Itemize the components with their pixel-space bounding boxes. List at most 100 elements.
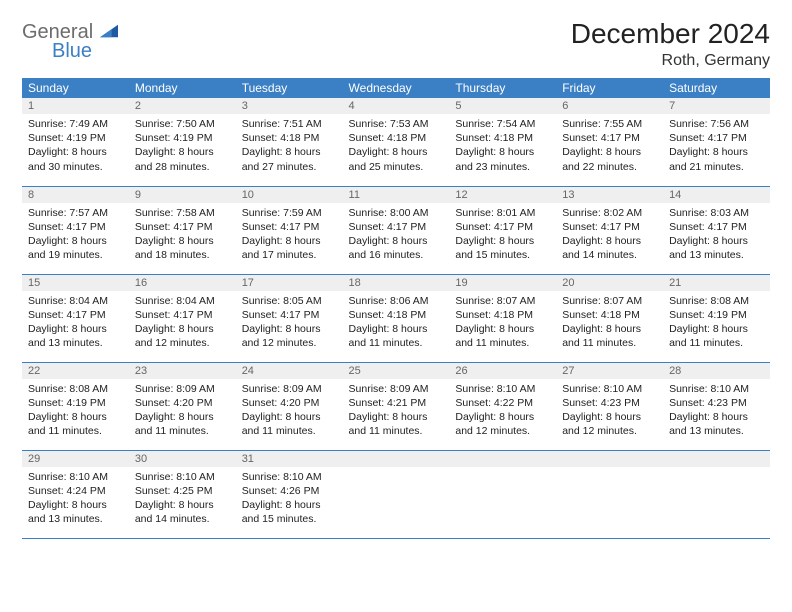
sunset-line: Sunset: 4:22 PM xyxy=(455,396,550,410)
sunrise-line: Sunrise: 8:02 AM xyxy=(562,206,657,220)
day-number: 28 xyxy=(663,363,770,379)
triangle-icon xyxy=(100,24,118,38)
calendar-cell: 22Sunrise: 8:08 AMSunset: 4:19 PMDayligh… xyxy=(22,362,129,450)
calendar-cell: 1Sunrise: 7:49 AMSunset: 4:19 PMDaylight… xyxy=(22,98,129,186)
sunrise-line: Sunrise: 8:07 AM xyxy=(455,294,550,308)
daylight-line: Daylight: 8 hours and 30 minutes. xyxy=(28,145,123,173)
daylight-line: Daylight: 8 hours and 11 minutes. xyxy=(669,322,764,350)
sunrise-line: Sunrise: 8:04 AM xyxy=(28,294,123,308)
sunset-line: Sunset: 4:19 PM xyxy=(135,131,230,145)
sunset-line: Sunset: 4:17 PM xyxy=(669,131,764,145)
calendar-page: General Blue December 2024 Roth, Germany… xyxy=(0,0,792,557)
day-body: Sunrise: 7:50 AMSunset: 4:19 PMDaylight:… xyxy=(129,114,236,178)
sunrise-line: Sunrise: 8:09 AM xyxy=(135,382,230,396)
sunrise-line: Sunrise: 7:54 AM xyxy=(455,117,550,131)
daylight-line: Daylight: 8 hours and 19 minutes. xyxy=(28,234,123,262)
calendar-cell: 6Sunrise: 7:55 AMSunset: 4:17 PMDaylight… xyxy=(556,98,663,186)
calendar-cell xyxy=(343,450,450,538)
calendar-cell: 31Sunrise: 8:10 AMSunset: 4:26 PMDayligh… xyxy=(236,450,343,538)
sunset-line: Sunset: 4:26 PM xyxy=(242,484,337,498)
calendar-cell: 28Sunrise: 8:10 AMSunset: 4:23 PMDayligh… xyxy=(663,362,770,450)
day-body: Sunrise: 8:09 AMSunset: 4:20 PMDaylight:… xyxy=(236,379,343,443)
daylight-line: Daylight: 8 hours and 11 minutes. xyxy=(349,322,444,350)
calendar-week: 1Sunrise: 7:49 AMSunset: 4:19 PMDaylight… xyxy=(22,98,770,186)
sunrise-line: Sunrise: 8:01 AM xyxy=(455,206,550,220)
sunset-line: Sunset: 4:17 PM xyxy=(669,220,764,234)
day-body: Sunrise: 8:03 AMSunset: 4:17 PMDaylight:… xyxy=(663,203,770,267)
sunrise-line: Sunrise: 8:09 AM xyxy=(349,382,444,396)
sunset-line: Sunset: 4:25 PM xyxy=(135,484,230,498)
calendar-cell: 18Sunrise: 8:06 AMSunset: 4:18 PMDayligh… xyxy=(343,274,450,362)
sunset-line: Sunset: 4:18 PM xyxy=(562,308,657,322)
day-number: 31 xyxy=(236,451,343,467)
day-body: Sunrise: 8:02 AMSunset: 4:17 PMDaylight:… xyxy=(556,203,663,267)
sunrise-line: Sunrise: 7:55 AM xyxy=(562,117,657,131)
calendar-cell: 11Sunrise: 8:00 AMSunset: 4:17 PMDayligh… xyxy=(343,186,450,274)
calendar-week: 15Sunrise: 8:04 AMSunset: 4:17 PMDayligh… xyxy=(22,274,770,362)
calendar-cell: 30Sunrise: 8:10 AMSunset: 4:25 PMDayligh… xyxy=(129,450,236,538)
page-title: December 2024 xyxy=(571,18,770,50)
sunset-line: Sunset: 4:17 PM xyxy=(455,220,550,234)
sunset-line: Sunset: 4:17 PM xyxy=(28,308,123,322)
sunrise-line: Sunrise: 8:10 AM xyxy=(455,382,550,396)
day-body: Sunrise: 8:09 AMSunset: 4:21 PMDaylight:… xyxy=(343,379,450,443)
day-number: 23 xyxy=(129,363,236,379)
sunrise-line: Sunrise: 8:10 AM xyxy=(28,470,123,484)
day-number: 13 xyxy=(556,187,663,203)
day-number: 17 xyxy=(236,275,343,291)
daylight-line: Daylight: 8 hours and 11 minutes. xyxy=(28,410,123,438)
day-number: 9 xyxy=(129,187,236,203)
day-number: 1 xyxy=(22,98,129,114)
daylight-line: Daylight: 8 hours and 11 minutes. xyxy=(349,410,444,438)
day-body: Sunrise: 7:55 AMSunset: 4:17 PMDaylight:… xyxy=(556,114,663,178)
calendar-week: 29Sunrise: 8:10 AMSunset: 4:24 PMDayligh… xyxy=(22,450,770,538)
header: General Blue December 2024 Roth, Germany xyxy=(22,18,770,70)
day-number xyxy=(663,451,770,467)
calendar-cell: 9Sunrise: 7:58 AMSunset: 4:17 PMDaylight… xyxy=(129,186,236,274)
sunrise-line: Sunrise: 7:56 AM xyxy=(669,117,764,131)
day-body: Sunrise: 8:10 AMSunset: 4:26 PMDaylight:… xyxy=(236,467,343,531)
daylight-line: Daylight: 8 hours and 17 minutes. xyxy=(242,234,337,262)
sunrise-line: Sunrise: 8:06 AM xyxy=(349,294,444,308)
sunset-line: Sunset: 4:20 PM xyxy=(242,396,337,410)
daylight-line: Daylight: 8 hours and 15 minutes. xyxy=(455,234,550,262)
day-number: 16 xyxy=(129,275,236,291)
logo-text: General Blue xyxy=(22,22,118,61)
sunrise-line: Sunrise: 7:53 AM xyxy=(349,117,444,131)
daylight-line: Daylight: 8 hours and 28 minutes. xyxy=(135,145,230,173)
day-number: 29 xyxy=(22,451,129,467)
daylight-line: Daylight: 8 hours and 12 minutes. xyxy=(242,322,337,350)
sunset-line: Sunset: 4:17 PM xyxy=(242,220,337,234)
day-body xyxy=(556,467,663,474)
location: Roth, Germany xyxy=(571,52,770,70)
sunset-line: Sunset: 4:18 PM xyxy=(349,308,444,322)
day-body: Sunrise: 8:10 AMSunset: 4:25 PMDaylight:… xyxy=(129,467,236,531)
sunrise-line: Sunrise: 8:00 AM xyxy=(349,206,444,220)
day-body: Sunrise: 7:59 AMSunset: 4:17 PMDaylight:… xyxy=(236,203,343,267)
day-number: 15 xyxy=(22,275,129,291)
calendar-cell: 21Sunrise: 8:08 AMSunset: 4:19 PMDayligh… xyxy=(663,274,770,362)
sunrise-line: Sunrise: 8:03 AM xyxy=(669,206,764,220)
calendar-cell: 26Sunrise: 8:10 AMSunset: 4:22 PMDayligh… xyxy=(449,362,556,450)
day-number: 3 xyxy=(236,98,343,114)
day-number: 25 xyxy=(343,363,450,379)
day-body: Sunrise: 8:10 AMSunset: 4:24 PMDaylight:… xyxy=(22,467,129,531)
day-header: Saturday xyxy=(663,78,770,98)
day-body: Sunrise: 8:08 AMSunset: 4:19 PMDaylight:… xyxy=(663,291,770,355)
daylight-line: Daylight: 8 hours and 21 minutes. xyxy=(669,145,764,173)
sunset-line: Sunset: 4:19 PM xyxy=(669,308,764,322)
calendar-cell: 25Sunrise: 8:09 AMSunset: 4:21 PMDayligh… xyxy=(343,362,450,450)
day-body: Sunrise: 7:53 AMSunset: 4:18 PMDaylight:… xyxy=(343,114,450,178)
day-number xyxy=(556,451,663,467)
sunset-line: Sunset: 4:17 PM xyxy=(135,308,230,322)
day-number xyxy=(449,451,556,467)
daylight-line: Daylight: 8 hours and 23 minutes. xyxy=(455,145,550,173)
sunset-line: Sunset: 4:17 PM xyxy=(28,220,123,234)
daylight-line: Daylight: 8 hours and 14 minutes. xyxy=(562,234,657,262)
calendar-cell: 16Sunrise: 8:04 AMSunset: 4:17 PMDayligh… xyxy=(129,274,236,362)
day-number: 14 xyxy=(663,187,770,203)
daylight-line: Daylight: 8 hours and 18 minutes. xyxy=(135,234,230,262)
day-number: 5 xyxy=(449,98,556,114)
sunrise-line: Sunrise: 8:07 AM xyxy=(562,294,657,308)
daylight-line: Daylight: 8 hours and 25 minutes. xyxy=(349,145,444,173)
